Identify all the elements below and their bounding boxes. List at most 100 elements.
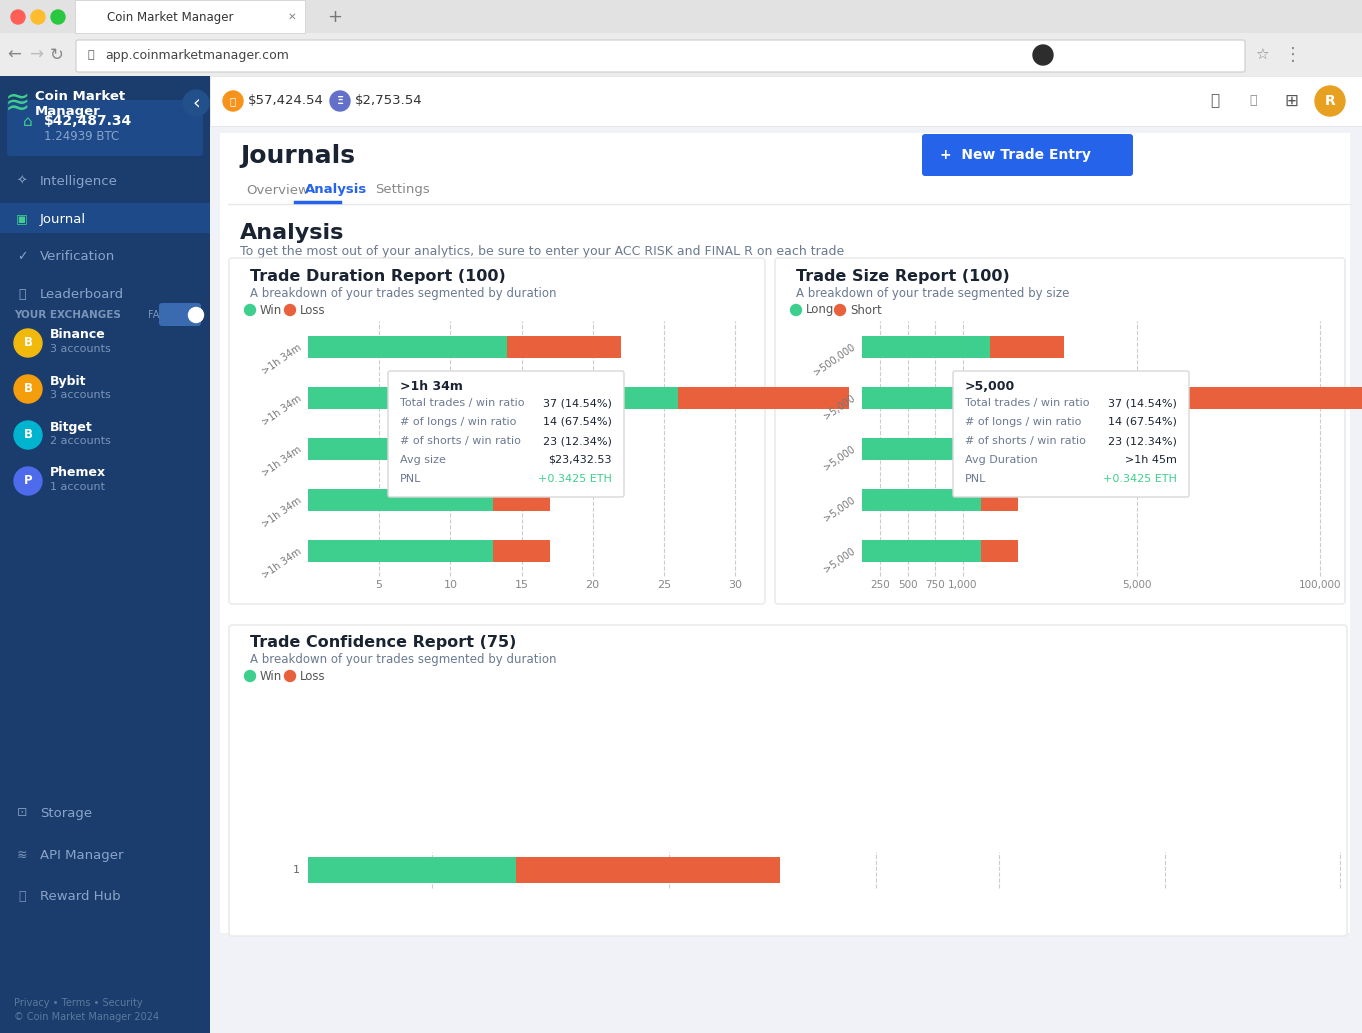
FancyBboxPatch shape: [0, 76, 210, 1033]
Text: A breakdown of your trades segmented by duration: A breakdown of your trades segmented by …: [251, 654, 557, 666]
Text: >1h 34m: >1h 34m: [260, 546, 302, 581]
Text: >5,000: >5,000: [821, 546, 857, 575]
Text: To get the most out of your analytics, be sure to enter your ACC RISK and FINAL : To get the most out of your analytics, b…: [240, 246, 844, 258]
Circle shape: [11, 10, 25, 24]
Circle shape: [245, 305, 256, 315]
Text: +0.3425 ETH: +0.3425 ETH: [1103, 474, 1177, 484]
Text: ≋: ≋: [16, 848, 27, 862]
Text: 🏆: 🏆: [18, 890, 26, 904]
FancyBboxPatch shape: [210, 76, 1362, 1033]
FancyBboxPatch shape: [516, 857, 780, 883]
Text: 14 (67.54%): 14 (67.54%): [543, 417, 612, 427]
FancyBboxPatch shape: [922, 134, 1133, 176]
Text: >5,000: >5,000: [821, 394, 857, 422]
Text: Avg Duration: Avg Duration: [966, 455, 1038, 465]
Circle shape: [1314, 86, 1346, 116]
Circle shape: [14, 467, 42, 495]
FancyBboxPatch shape: [507, 336, 621, 357]
Text: 1.24939 BTC: 1.24939 BTC: [44, 130, 120, 144]
Circle shape: [183, 90, 208, 116]
Text: 37 (14.54%): 37 (14.54%): [1109, 398, 1177, 408]
Text: $57,424.54: $57,424.54: [248, 94, 324, 107]
Text: 🔒: 🔒: [87, 50, 94, 60]
Circle shape: [14, 328, 42, 357]
Circle shape: [14, 421, 42, 449]
FancyBboxPatch shape: [308, 438, 493, 460]
Text: # of longs / win ratio: # of longs / win ratio: [966, 417, 1081, 427]
Text: Settings: Settings: [375, 184, 430, 196]
Text: Analysis: Analysis: [240, 223, 345, 243]
Text: 23 (12.34%): 23 (12.34%): [1109, 436, 1177, 446]
FancyBboxPatch shape: [75, 0, 305, 33]
FancyBboxPatch shape: [493, 438, 550, 460]
Text: Storage: Storage: [39, 807, 93, 819]
Text: Bitget: Bitget: [50, 420, 93, 434]
Text: Intelligence: Intelligence: [39, 175, 118, 188]
Text: Journals: Journals: [240, 144, 355, 168]
Text: 🏆: 🏆: [18, 288, 26, 302]
FancyBboxPatch shape: [229, 258, 765, 604]
FancyBboxPatch shape: [7, 100, 203, 156]
Circle shape: [285, 670, 296, 682]
FancyBboxPatch shape: [981, 489, 1017, 510]
Text: Coin Market: Coin Market: [35, 90, 125, 102]
Text: ₿: ₿: [230, 96, 236, 106]
Text: 3 accounts: 3 accounts: [50, 344, 110, 354]
Circle shape: [330, 91, 350, 111]
Text: >1h 34m: >1h 34m: [260, 444, 302, 478]
FancyBboxPatch shape: [308, 857, 516, 883]
Text: Avg size: Avg size: [400, 455, 445, 465]
Text: Ξ: Ξ: [336, 96, 343, 106]
Text: Total trades / win ratio: Total trades / win ratio: [966, 398, 1090, 408]
Text: © Coin Market Manager 2024: © Coin Market Manager 2024: [14, 1012, 159, 1022]
Text: >1h 34m: >1h 34m: [260, 394, 302, 428]
Text: 500: 500: [898, 580, 918, 590]
Text: ▣: ▣: [16, 213, 27, 225]
Text: >1h 45m: >1h 45m: [1125, 455, 1177, 465]
Text: Overview: Overview: [247, 184, 309, 196]
FancyBboxPatch shape: [1100, 386, 1362, 408]
Circle shape: [31, 10, 45, 24]
Text: # of longs / win ratio: # of longs / win ratio: [400, 417, 516, 427]
Text: # of shorts / win ratio: # of shorts / win ratio: [400, 436, 520, 446]
Text: Loss: Loss: [300, 304, 326, 316]
Text: ⋮: ⋮: [1284, 46, 1302, 64]
Text: Total trades / win ratio: Total trades / win ratio: [400, 398, 524, 408]
Text: P: P: [23, 474, 33, 488]
Text: >500,000: >500,000: [812, 342, 857, 378]
Text: →: →: [29, 46, 44, 64]
FancyBboxPatch shape: [0, 0, 1362, 33]
Circle shape: [245, 670, 256, 682]
Circle shape: [50, 10, 65, 24]
Text: $42,487.34: $42,487.34: [44, 114, 132, 128]
Text: Trade Size Report (100): Trade Size Report (100): [795, 270, 1009, 284]
Text: Win: Win: [260, 304, 282, 316]
Text: >1h 34m: >1h 34m: [400, 380, 463, 394]
Text: Win: Win: [260, 669, 282, 683]
Text: Coin Market Manager: Coin Market Manager: [106, 10, 233, 24]
FancyBboxPatch shape: [678, 386, 849, 408]
FancyBboxPatch shape: [388, 371, 624, 497]
Text: ≋: ≋: [5, 89, 31, 118]
Text: 750: 750: [925, 580, 945, 590]
Text: API Manager: API Manager: [39, 848, 124, 862]
Text: Reward Hub: Reward Hub: [39, 890, 121, 904]
FancyBboxPatch shape: [990, 336, 1064, 357]
Text: 2 accounts: 2 accounts: [50, 436, 110, 446]
FancyBboxPatch shape: [0, 33, 1362, 76]
Text: Loss: Loss: [300, 669, 326, 683]
Text: ←: ←: [7, 46, 20, 64]
Text: +: +: [327, 8, 342, 26]
FancyBboxPatch shape: [308, 539, 493, 562]
Text: ‹: ‹: [192, 94, 200, 113]
Text: 5: 5: [376, 580, 383, 590]
Text: Binance: Binance: [50, 328, 106, 342]
FancyBboxPatch shape: [862, 539, 981, 562]
Text: 14 (67.54%): 14 (67.54%): [1109, 417, 1177, 427]
Text: 5,000: 5,000: [1122, 580, 1151, 590]
Text: 🔔: 🔔: [1211, 94, 1219, 108]
FancyBboxPatch shape: [981, 438, 1017, 460]
Text: ↻: ↻: [50, 46, 64, 64]
Circle shape: [285, 305, 296, 315]
Text: ✧: ✧: [16, 175, 27, 188]
